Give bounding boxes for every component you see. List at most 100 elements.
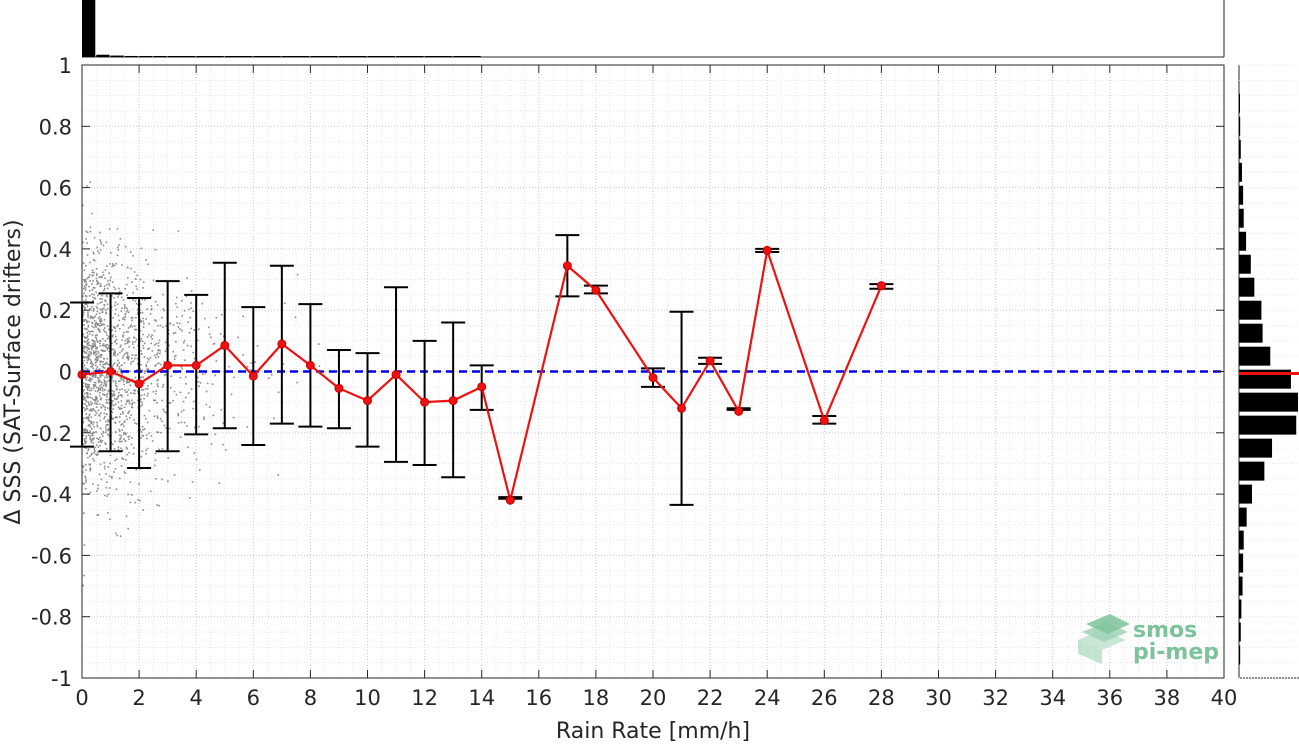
scatter-point — [91, 397, 94, 399]
scatter-point — [105, 343, 107, 346]
y-tick-label: 0.4 — [39, 238, 72, 262]
scatter-point — [85, 319, 88, 322]
scatter-point — [85, 437, 87, 440]
scatter-point — [173, 390, 176, 393]
scatter-point — [85, 284, 88, 287]
scatter-point — [123, 406, 126, 409]
scatter-point — [128, 438, 130, 440]
scatter-point — [159, 324, 162, 327]
scatter-point — [134, 300, 137, 302]
scatter-point — [111, 365, 114, 368]
scatter-point — [92, 343, 94, 345]
scatter-point — [86, 336, 88, 339]
scatter-point — [99, 285, 101, 288]
scatter-point — [136, 288, 138, 290]
top-hist-bar — [153, 56, 167, 57]
scatter-point — [213, 342, 216, 345]
scatter-point — [161, 420, 163, 423]
scatter-point — [87, 448, 90, 450]
y-tick-label: 0.6 — [39, 177, 72, 201]
scatter-point — [114, 301, 117, 304]
scatter-point — [101, 390, 104, 392]
scatter-point — [95, 357, 98, 359]
scatter-point — [123, 438, 125, 440]
scatter-point — [96, 397, 98, 400]
scatter-point — [87, 386, 89, 388]
scatter-point — [88, 383, 91, 386]
scatter-point — [104, 406, 107, 409]
y-tick-label: -0.8 — [31, 606, 72, 630]
scatter-point — [116, 363, 119, 366]
scatter-point — [107, 423, 109, 426]
scatter-point — [116, 246, 119, 249]
scatter-point — [135, 468, 138, 471]
scatter-point — [108, 376, 110, 378]
scatter-point — [86, 384, 89, 386]
scatter-point — [125, 403, 127, 405]
scatter-point — [93, 425, 95, 428]
scatter-point — [121, 378, 123, 381]
data-point — [305, 360, 315, 370]
scatter-point — [157, 378, 159, 381]
scatter-point — [89, 393, 92, 395]
scatter-point — [104, 300, 107, 303]
scatter-point — [133, 389, 135, 392]
scatter-point — [106, 265, 108, 267]
scatter-point — [147, 263, 150, 266]
scatter-point — [98, 380, 101, 383]
scatter-point — [95, 321, 98, 324]
scatter-point — [117, 394, 120, 397]
scatter-point — [120, 310, 123, 312]
scatter-point — [131, 357, 133, 360]
scatter-point — [250, 362, 253, 364]
x-tick-label: 8 — [304, 686, 317, 710]
scatter-point — [106, 334, 108, 336]
x-tick-label: 14 — [468, 686, 495, 710]
scatter-point — [192, 351, 195, 354]
scatter-point — [115, 388, 118, 391]
scatter-point — [97, 317, 100, 320]
scatter-point — [88, 389, 91, 392]
scatter-point — [83, 574, 85, 577]
scatter-point — [87, 326, 90, 328]
scatter-point — [105, 443, 107, 446]
scatter-point — [108, 428, 111, 430]
scatter-point — [156, 402, 158, 404]
x-tick-label: 26 — [811, 686, 838, 710]
scatter-point — [84, 487, 87, 490]
scatter-point — [208, 333, 211, 336]
right-hist-bar — [1239, 185, 1244, 205]
scatter-point — [106, 337, 109, 340]
x-axis-ticks: 0 2 4 6 8 10 12 14 16 18 20 22 24 26 28 30 32 34 36 38 40 — [75, 65, 1237, 710]
scatter-point — [123, 431, 125, 434]
top-hist-bar — [124, 55, 139, 57]
scatter-point — [296, 273, 299, 276]
scatter-point — [99, 463, 102, 466]
scatter-point — [119, 440, 122, 443]
scatter-point — [112, 408, 114, 410]
scatter-point — [90, 408, 92, 411]
scatter-point — [205, 390, 208, 393]
scatter-point — [95, 368, 98, 370]
scatter-point — [87, 354, 90, 357]
scatter-point — [128, 346, 131, 348]
scatter-point — [84, 289, 87, 291]
scatter-point — [121, 411, 124, 413]
scatter-point — [83, 438, 86, 440]
scatter-point — [117, 448, 120, 451]
scatter-point — [90, 387, 93, 390]
scatter-point — [129, 384, 132, 386]
scatter-point — [82, 398, 84, 401]
scatter-point — [176, 315, 178, 318]
scatter-point — [118, 293, 120, 296]
scatter-point — [94, 340, 96, 343]
scatter-point — [94, 342, 96, 345]
scatter-point — [83, 439, 86, 442]
scatter-point — [142, 281, 145, 284]
scatter-point — [83, 307, 86, 309]
scatter-point — [163, 309, 165, 312]
y-tick-label: 0.2 — [39, 299, 72, 323]
scatter-point — [113, 362, 116, 364]
scatter-point — [82, 333, 85, 335]
scatter-point — [83, 351, 86, 354]
